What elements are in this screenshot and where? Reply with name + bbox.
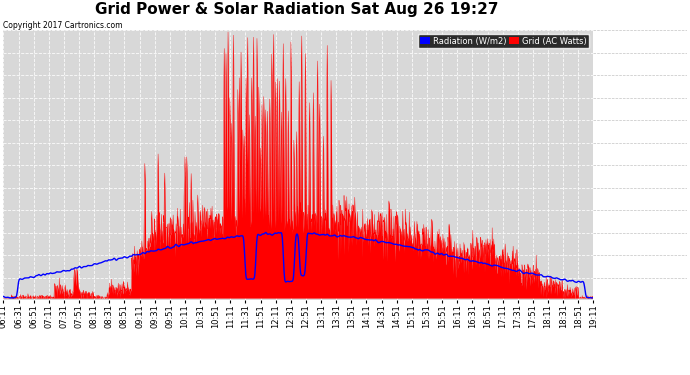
Text: Copyright 2017 Cartronics.com: Copyright 2017 Cartronics.com [3,21,123,30]
Legend: Radiation (W/m2), Grid (AC Watts): Radiation (W/m2), Grid (AC Watts) [417,34,589,48]
Text: Grid Power & Solar Radiation Sat Aug 26 19:27: Grid Power & Solar Radiation Sat Aug 26 … [95,2,498,17]
